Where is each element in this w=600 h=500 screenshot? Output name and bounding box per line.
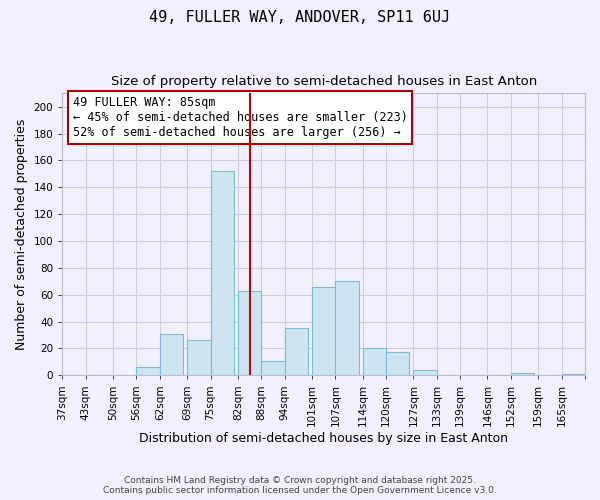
Bar	[211, 171, 234, 376]
Text: 49 FULLER WAY: 85sqm
← 45% of semi-detached houses are smaller (223)
52% of semi: 49 FULLER WAY: 85sqm ← 45% of semi-detac…	[73, 96, 407, 139]
Bar	[261, 360, 284, 376]
Bar	[238, 290, 261, 376]
X-axis label: Distribution of semi-detached houses by size in East Anton: Distribution of semi-detached houses by …	[139, 432, 508, 445]
Bar	[187, 340, 211, 376]
Y-axis label: Number of semi-detached properties: Number of semi-detached properties	[15, 118, 28, 350]
Text: 49, FULLER WAY, ANDOVER, SP11 6UJ: 49, FULLER WAY, ANDOVER, SP11 6UJ	[149, 10, 451, 25]
Bar	[136, 367, 160, 376]
Bar	[562, 374, 585, 376]
Bar	[386, 352, 409, 376]
Bar	[413, 370, 437, 376]
Bar	[511, 372, 534, 376]
Bar	[160, 334, 183, 376]
Bar	[312, 286, 335, 376]
Bar	[284, 328, 308, 376]
Title: Size of property relative to semi-detached houses in East Anton: Size of property relative to semi-detach…	[110, 75, 537, 88]
Bar	[335, 282, 359, 376]
Bar	[362, 348, 386, 376]
Text: Contains HM Land Registry data © Crown copyright and database right 2025.
Contai: Contains HM Land Registry data © Crown c…	[103, 476, 497, 495]
